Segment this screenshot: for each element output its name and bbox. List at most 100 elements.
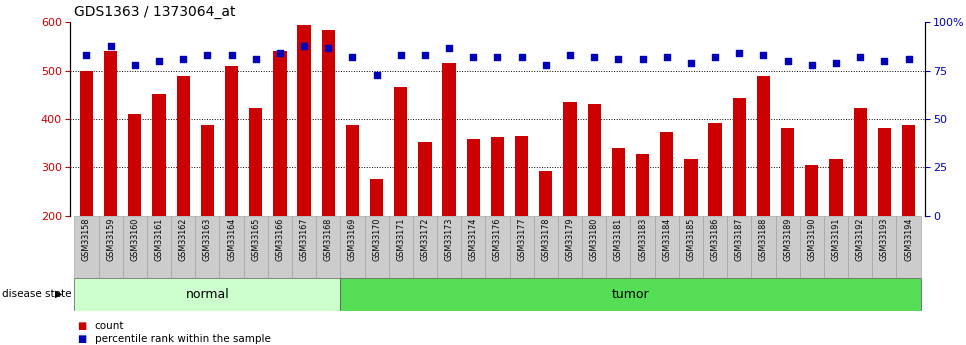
Text: GSM33164: GSM33164 — [227, 217, 236, 261]
Bar — [292, 216, 316, 278]
Bar — [322, 30, 335, 216]
Point — [297, 43, 312, 48]
Bar — [74, 216, 99, 278]
Bar — [708, 123, 722, 216]
Text: GSM33163: GSM33163 — [203, 217, 212, 261]
Text: GSM33165: GSM33165 — [251, 217, 260, 261]
Bar — [123, 216, 147, 278]
Point — [731, 51, 747, 56]
Text: GSM33174: GSM33174 — [469, 217, 478, 261]
Text: disease state: disease state — [2, 289, 71, 299]
Bar — [316, 216, 340, 278]
Text: GSM33161: GSM33161 — [155, 217, 163, 261]
Text: GSM33168: GSM33168 — [324, 217, 332, 261]
Bar — [412, 216, 437, 278]
Bar — [153, 94, 165, 216]
Bar — [607, 216, 631, 278]
Text: GSM33186: GSM33186 — [711, 217, 720, 261]
Bar — [442, 63, 456, 216]
Text: ■: ■ — [77, 321, 87, 331]
Bar — [655, 216, 679, 278]
Bar — [878, 128, 891, 216]
Bar — [364, 216, 388, 278]
Text: GSM33190: GSM33190 — [808, 217, 816, 261]
Point — [683, 60, 698, 66]
Point — [176, 56, 191, 62]
Bar — [800, 216, 824, 278]
Point — [321, 45, 336, 50]
Text: GSM33191: GSM33191 — [832, 217, 840, 261]
Bar — [370, 179, 384, 216]
Text: GSM33167: GSM33167 — [299, 217, 308, 261]
Bar — [467, 139, 480, 216]
Bar — [99, 216, 123, 278]
Bar — [558, 216, 582, 278]
Bar — [346, 125, 359, 216]
Point — [755, 52, 771, 58]
Text: GSM33181: GSM33181 — [613, 217, 623, 261]
Bar — [171, 216, 195, 278]
Text: ■: ■ — [77, 334, 87, 344]
Bar — [243, 216, 268, 278]
Bar — [273, 51, 287, 216]
Text: count: count — [95, 321, 125, 331]
Point — [224, 52, 240, 58]
Text: GSM33183: GSM33183 — [639, 217, 647, 261]
Point — [393, 52, 409, 58]
Text: GSM33189: GSM33189 — [783, 217, 792, 261]
Bar — [732, 98, 746, 216]
Text: GSM33188: GSM33188 — [759, 217, 768, 261]
Point — [707, 55, 723, 60]
Point — [417, 52, 433, 58]
Bar — [74, 278, 340, 310]
Text: ▶: ▶ — [55, 289, 63, 299]
Bar — [830, 159, 842, 216]
Text: GSM33160: GSM33160 — [130, 217, 139, 261]
Point — [611, 56, 626, 62]
Text: normal: normal — [185, 288, 229, 300]
Text: GSM33169: GSM33169 — [348, 217, 356, 261]
Text: GSM33177: GSM33177 — [517, 217, 526, 261]
Bar — [201, 125, 214, 216]
Bar — [80, 71, 93, 216]
Bar — [756, 76, 770, 216]
Bar — [249, 108, 263, 216]
Point — [490, 55, 505, 60]
Point — [152, 58, 167, 64]
Bar — [824, 216, 848, 278]
Bar — [298, 25, 311, 216]
Bar — [781, 128, 794, 216]
Bar — [631, 216, 655, 278]
Point — [128, 62, 143, 68]
Bar — [340, 278, 921, 310]
Bar — [268, 216, 292, 278]
Point — [369, 72, 384, 77]
Point — [514, 55, 529, 60]
Bar — [776, 216, 800, 278]
Bar — [684, 159, 697, 216]
Bar — [636, 154, 649, 216]
Bar — [752, 216, 776, 278]
Point — [780, 58, 795, 64]
Point — [248, 56, 264, 62]
Point — [900, 56, 916, 62]
Point — [828, 60, 843, 66]
Bar — [388, 216, 412, 278]
Text: GSM33192: GSM33192 — [856, 217, 865, 261]
Bar — [461, 216, 485, 278]
Bar — [394, 87, 408, 216]
Point — [272, 51, 288, 56]
Text: GSM33184: GSM33184 — [663, 217, 671, 261]
Text: GSM33187: GSM33187 — [735, 217, 744, 261]
Bar — [534, 216, 558, 278]
Bar — [539, 171, 553, 216]
Text: GSM33185: GSM33185 — [687, 217, 696, 261]
Bar — [902, 125, 915, 216]
Text: GSM33193: GSM33193 — [880, 217, 889, 261]
Bar — [515, 136, 528, 216]
Point — [200, 52, 215, 58]
Point — [586, 55, 602, 60]
Text: GSM33159: GSM33159 — [106, 217, 115, 261]
Point — [659, 55, 674, 60]
Point — [345, 55, 360, 60]
